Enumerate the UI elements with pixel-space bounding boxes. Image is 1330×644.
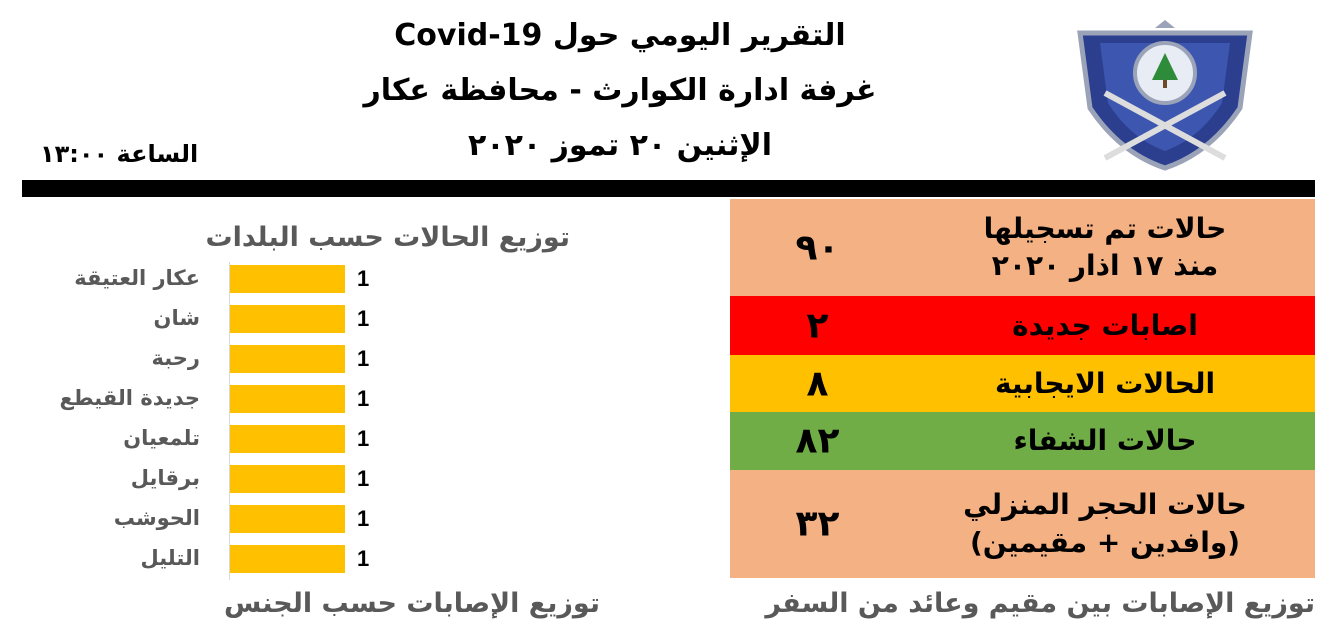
data-label: 1 [357,266,370,291]
category-label: برقايل [130,466,200,490]
report-title: التقرير اليومي حول Covid-19 [394,18,846,53]
stat-label-line1: حالات تم تسجيلها [983,211,1227,245]
stat-label: اصابات جديدة [1012,308,1198,342]
data-label: 1 [357,546,370,571]
category-label: تلمعيان [123,426,200,450]
stat-row-positive: الحالات الايجابية ٨ [730,355,1315,412]
bar [230,265,345,293]
stat-value: ٩٠ [795,227,840,268]
bar [230,345,345,373]
stat-row-recovered: حالات الشفاء ٨٢ [730,412,1315,470]
chart-axis [229,262,230,580]
bar [230,305,345,333]
report-subtitle: غرفة ادارة الكوارث - محافظة عكار [363,73,877,108]
header-divider [22,180,1315,197]
stat-label: حالات الحجر المنزلي (وافدين + مقيمين) [895,486,1315,562]
bar [230,505,345,533]
stat-label: حالات تم تسجيلها منذ ١٧ اذار ٢٠٢٠ [895,210,1315,286]
stat-label: الحالات الايجابية [994,366,1216,400]
data-label: 1 [357,466,370,491]
gender-caption: توزيع الإصابات حسب الجنس [224,588,600,619]
data-label: 1 [357,386,370,411]
stat-label-line2: منذ ١٧ اذار ٢٠٢٠ [991,249,1219,283]
stat-row-new: اصابات جديدة ٢ [730,296,1315,355]
category-label: الحوشب [113,506,200,530]
bar [230,465,345,493]
category-label: رحبة [151,346,200,370]
report-time: الساعة ١٣:٠٠ [40,140,199,168]
shield-cedar-swords-icon [1077,20,1253,171]
data-label: 1 [357,306,370,331]
report-date: الإثنين ٢٠ تموز ٢٠٢٠ [467,128,773,163]
bar [230,385,345,413]
stat-label-line1: حالات الحجر المنزلي [963,488,1247,522]
stat-value: ٨ [806,363,829,404]
category-label: شان [153,306,200,330]
data-label: 1 [357,506,370,531]
stat-value: ٢ [806,305,829,346]
stat-value: ٨٢ [795,420,840,462]
stat-label-line2: (وافدين + مقيمين) [969,526,1241,559]
stat-row-home-quarantine: حالات الحجر المنزلي (وافدين + مقيمين) ٣٢ [730,470,1315,578]
data-label: 1 [357,426,370,451]
stat-label: حالات الشفاء [1013,424,1197,458]
chart-title: توزيع الحالات حسب البلدات [205,222,570,253]
bar [230,425,345,453]
bar [230,545,345,573]
category-label: التليل [140,546,200,570]
residency-caption: توزيع الإصابات بين مقيم وعائد من السفر [765,588,1315,619]
category-label: عكار العتيقة [74,266,200,290]
stat-row-total: حالات تم تسجيلها منذ ١٧ اذار ٢٠٢٠ ٩٠ [730,199,1315,296]
stat-value: ٣٢ [795,503,840,545]
data-label: 1 [357,346,370,371]
category-label: جديدة القيطع [59,386,200,410]
